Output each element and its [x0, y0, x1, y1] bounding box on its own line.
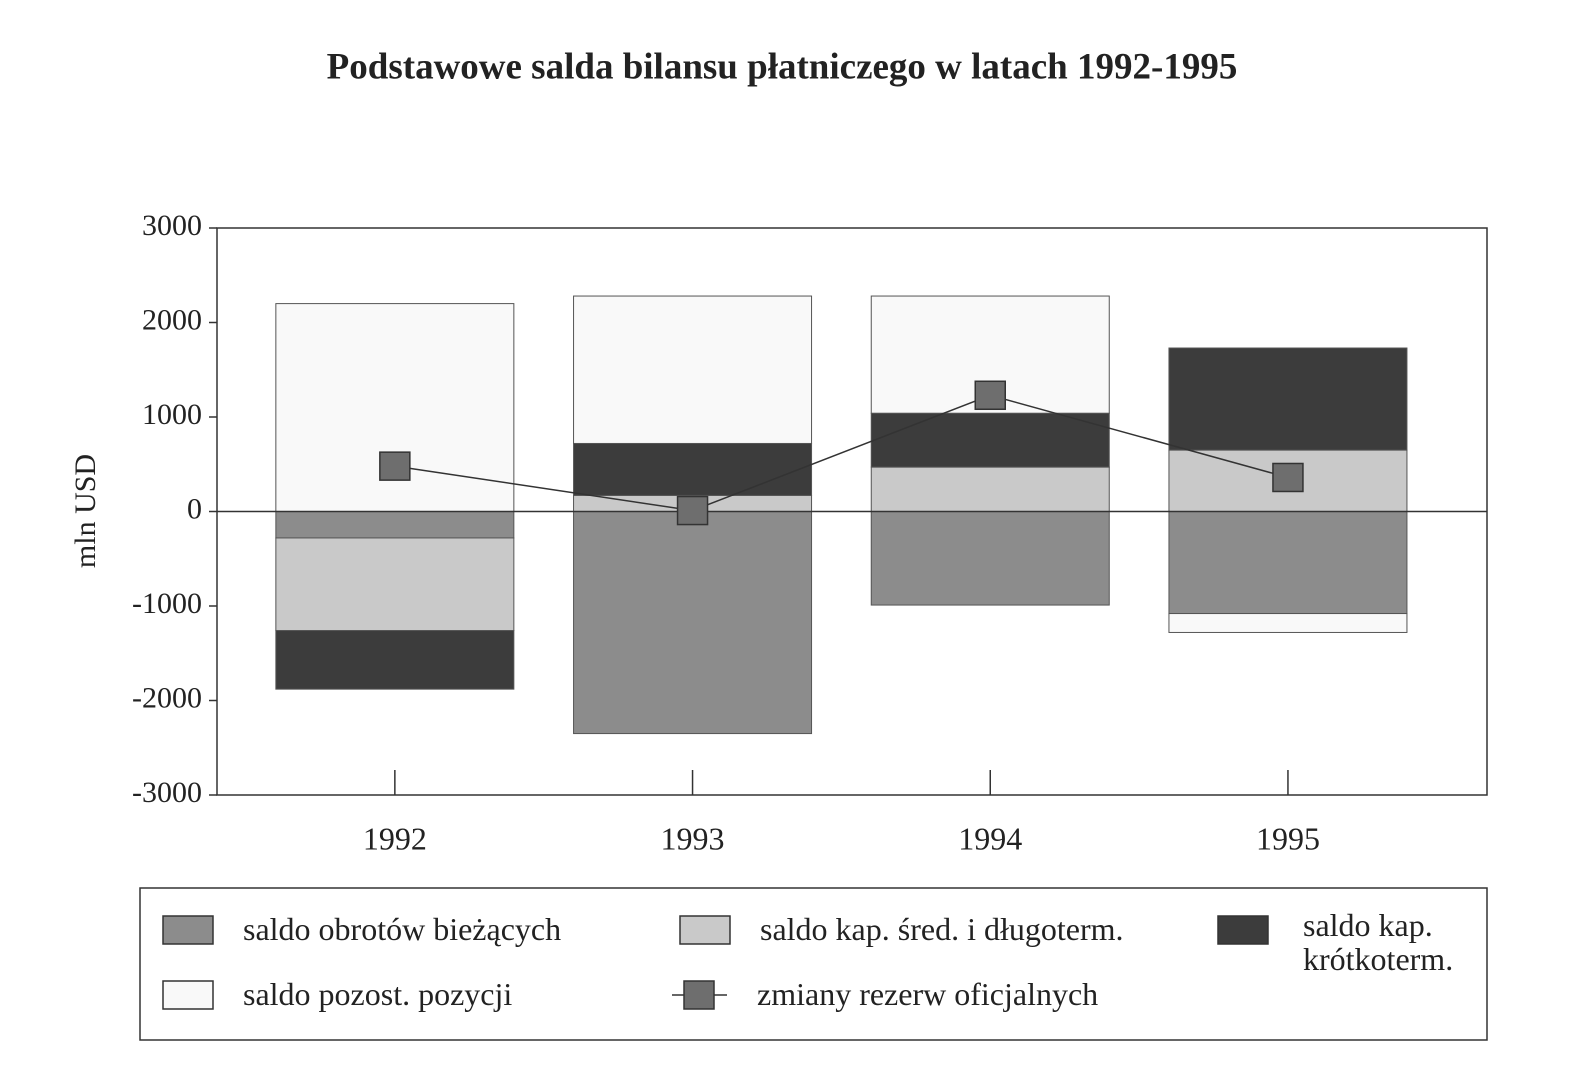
bar — [870, 412, 1110, 468]
y-tick-label: 2000 — [142, 303, 202, 336]
y-tick-label: -3000 — [132, 776, 202, 809]
bar — [573, 511, 813, 735]
legend-label: saldo kap. śred. i długoterm. — [760, 911, 1124, 947]
line-marker — [676, 495, 709, 526]
bar — [275, 537, 515, 632]
y-tick-label: 3000 — [142, 209, 202, 242]
bar — [573, 295, 813, 444]
bar — [870, 466, 1110, 512]
legend-swatch — [162, 915, 214, 945]
bar — [1168, 511, 1408, 615]
x-tick-label: 1995 — [1256, 820, 1320, 856]
x-tick-label: 1992 — [363, 820, 427, 856]
bar — [1168, 347, 1408, 451]
bar — [1168, 613, 1408, 633]
legend-label: saldo pozost. pozycji — [243, 976, 513, 1012]
bar — [573, 442, 813, 496]
legend-swatch — [1217, 915, 1269, 945]
bars — [275, 295, 1408, 735]
y-tick-label: -1000 — [132, 587, 202, 620]
legend-label: saldo obrotów bieżących — [243, 911, 562, 947]
x-tick-label: 1994 — [958, 820, 1022, 856]
line-marker — [1272, 462, 1304, 493]
legend-label: zmiany rezerw oficjalnych — [757, 976, 1099, 1012]
line-marker — [974, 380, 1006, 411]
legend-marker — [683, 980, 715, 1010]
legend-frame — [139, 887, 1488, 1041]
bar — [275, 630, 515, 690]
line — [394, 394, 1289, 512]
y-axis-label: mln USD — [69, 454, 102, 568]
y-tick-label: 0 — [187, 492, 202, 525]
chart-title: Podstawowe salda bilansu płatniczego w l… — [327, 46, 1238, 87]
x-tick-label: 1993 — [661, 820, 725, 856]
y-tick-label: -2000 — [132, 681, 202, 714]
legend-swatch — [679, 915, 731, 945]
legend-label: saldo kap. krótkoterm. — [1303, 907, 1454, 977]
y-tick-label: 1000 — [142, 398, 202, 431]
legend-swatch — [162, 980, 214, 1010]
bar — [870, 511, 1110, 606]
bar — [275, 511, 515, 539]
overlay: -3000 -2000 -1000 0 1000 2000 3000 1992 1993 1994… — [132, 209, 1487, 856]
line-marker — [379, 451, 411, 481]
